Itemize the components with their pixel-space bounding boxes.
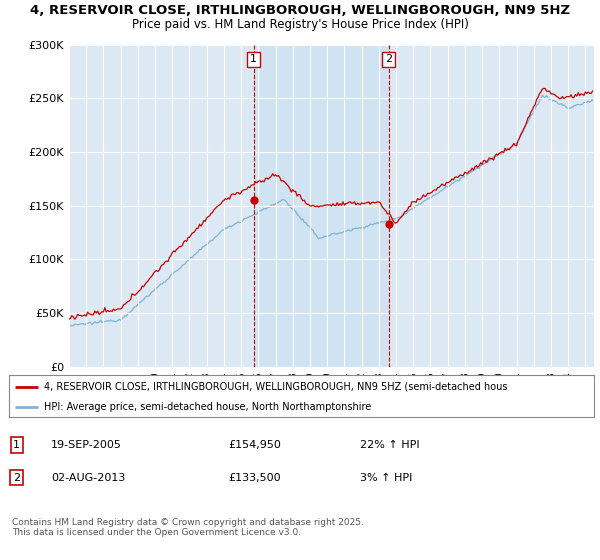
Text: 22% ↑ HPI: 22% ↑ HPI xyxy=(360,440,419,450)
Text: 3% ↑ HPI: 3% ↑ HPI xyxy=(360,473,412,483)
Text: 4, RESERVOIR CLOSE, IRTHLINGBOROUGH, WELLINGBOROUGH, NN9 5HZ: 4, RESERVOIR CLOSE, IRTHLINGBOROUGH, WEL… xyxy=(30,4,570,17)
Text: £154,950: £154,950 xyxy=(228,440,281,450)
Text: Contains HM Land Registry data © Crown copyright and database right 2025.
This d: Contains HM Land Registry data © Crown c… xyxy=(12,518,364,538)
Text: 2: 2 xyxy=(385,54,392,64)
Text: £133,500: £133,500 xyxy=(228,473,281,483)
Text: Price paid vs. HM Land Registry's House Price Index (HPI): Price paid vs. HM Land Registry's House … xyxy=(131,18,469,31)
Text: 02-AUG-2013: 02-AUG-2013 xyxy=(51,473,125,483)
Text: 2: 2 xyxy=(13,473,20,483)
Text: 1: 1 xyxy=(13,440,20,450)
Bar xyxy=(254,45,389,367)
Text: 1: 1 xyxy=(250,54,257,64)
Text: HPI: Average price, semi-detached house, North Northamptonshire: HPI: Average price, semi-detached house,… xyxy=(44,402,371,412)
Text: 19-SEP-2005: 19-SEP-2005 xyxy=(51,440,122,450)
Text: 4, RESERVOIR CLOSE, IRTHLINGBOROUGH, WELLINGBOROUGH, NN9 5HZ (semi-detached hous: 4, RESERVOIR CLOSE, IRTHLINGBOROUGH, WEL… xyxy=(44,382,508,392)
